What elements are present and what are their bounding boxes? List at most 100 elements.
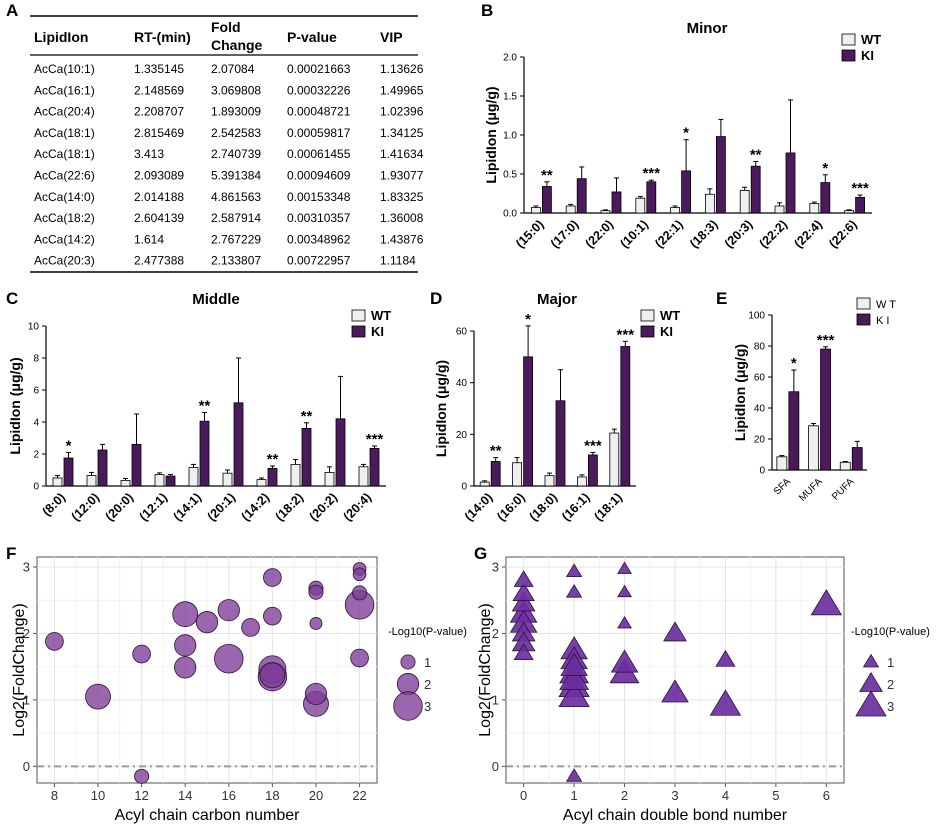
- significance-mark: ***: [366, 431, 384, 448]
- significance-mark: ***: [617, 326, 635, 343]
- y-tick-label: 4: [33, 418, 39, 429]
- table-cell: 2.208707: [134, 105, 184, 119]
- table-cell: 0.00094609: [287, 169, 351, 183]
- x-tick-label: 8: [51, 788, 58, 803]
- x-category-label: (18:1): [591, 490, 624, 523]
- y-tick-label: 100: [748, 311, 765, 322]
- bar-wt: [531, 207, 541, 214]
- triangle-point: [559, 664, 590, 690]
- y-tick-label: 40: [456, 378, 468, 389]
- y-tick-label: 3: [492, 559, 499, 574]
- y-tick-label: 0: [461, 482, 467, 493]
- bubble-point: [259, 662, 286, 689]
- y-tick-label: 1.0: [503, 131, 517, 142]
- y-tick-label: 1: [23, 692, 30, 707]
- panel-label-a: A: [6, 1, 18, 20]
- bubble-point: [172, 601, 199, 628]
- bar-wt: [290, 463, 301, 487]
- bar-wt: [544, 475, 555, 487]
- significance-mark: *: [791, 355, 797, 372]
- panel-label-d: D: [430, 289, 442, 308]
- bar-ki: [646, 181, 657, 214]
- y-tick-label: 2.0: [503, 53, 517, 64]
- bar-ki: [131, 443, 142, 487]
- x-tick-label: 2: [621, 788, 628, 803]
- significance-mark: **: [267, 451, 279, 468]
- x-axis-label: Acyl chain carbon number: [115, 807, 301, 824]
- x-category-label: (14:1): [171, 490, 204, 523]
- significance-mark: **: [301, 408, 313, 425]
- bar-wt: [188, 467, 199, 487]
- table-cell: 2.815469: [134, 126, 184, 140]
- chart-fatty-acid-class: 0 20 40 60 80 100 LipidIon (μg/g) * SFA *** MUFA PU…: [732, 297, 896, 504]
- bubble-point: [174, 656, 197, 679]
- x-tick-label: 12: [134, 788, 148, 803]
- bubble-point: [352, 567, 367, 582]
- x-category-label: (20:3): [722, 217, 755, 250]
- x-tick-label: 10: [91, 788, 105, 803]
- panel-label-e: E: [716, 289, 727, 308]
- legend-label-ki: KI: [660, 324, 673, 339]
- x-category-label: (14:2): [239, 490, 272, 523]
- bar-wt: [512, 462, 522, 487]
- bubble-point: [45, 632, 64, 651]
- x-category-label: (20:4): [341, 490, 374, 523]
- bar-ki: [750, 165, 761, 214]
- significance-mark: *: [525, 311, 531, 328]
- significance-mark: ***: [817, 332, 835, 349]
- bar-wt: [776, 456, 788, 471]
- table-cell: AcCa(14:0): [34, 190, 95, 204]
- x-category-label: (20:2): [307, 490, 340, 523]
- bar-wt: [565, 205, 576, 214]
- legend-label-wt: WT: [371, 308, 391, 323]
- y-axis-label: LipidIon (μg/g): [732, 344, 748, 441]
- triangle-point: [709, 689, 742, 716]
- x-tick-label: 20: [309, 788, 323, 803]
- bar-wt: [705, 193, 715, 214]
- bubble-point: [214, 644, 244, 674]
- x-category-label: MUFA: [797, 476, 825, 504]
- x-category-label: PUFA: [830, 476, 856, 502]
- table-cell: 0.00310357: [287, 211, 351, 225]
- bar-wt: [774, 205, 785, 214]
- legend-label-wt: W T: [876, 299, 896, 311]
- table-cell: 2.07084: [211, 62, 255, 76]
- bar-wt: [600, 210, 611, 214]
- y-tick-label: 0: [33, 482, 39, 493]
- table-cell: 1.49965: [380, 83, 424, 97]
- x-tick-label: 6: [823, 788, 830, 803]
- triangle-point: [617, 561, 632, 574]
- y-axis-label: LipidIon (μg/g): [483, 86, 499, 183]
- legend-size-label: 1: [887, 655, 894, 670]
- table-cell: 2.133807: [211, 254, 261, 268]
- legend-swatch-ki: [351, 325, 366, 338]
- table-cell: 0.00153348: [287, 190, 351, 204]
- bar-wt: [52, 477, 63, 487]
- legend-title: -Log10(P-value): [851, 626, 930, 638]
- bar-wt: [670, 207, 680, 214]
- bar-wt: [635, 197, 646, 214]
- legend-swatch-ki: [841, 49, 856, 62]
- bubble-point: [352, 585, 368, 601]
- bar-ki: [820, 348, 831, 471]
- table-cell: 1.335145: [134, 62, 184, 76]
- bar-ki: [233, 402, 244, 487]
- table-cell: 1.614: [134, 232, 164, 246]
- table-body: AcCa(10:1) 1.335145 2.07084 0.00021663 1.136…: [34, 62, 424, 268]
- table-header-fold-line1: Fold: [211, 19, 241, 35]
- bubble-point: [195, 611, 219, 634]
- bubble-point: [308, 584, 324, 600]
- x-category-label: SFA: [772, 476, 793, 497]
- table-cell: 5.391384: [211, 169, 261, 183]
- table-cell: 0.00722957: [287, 254, 351, 268]
- y-axis-label: LipidIon (μg/g): [7, 357, 23, 454]
- bar-wt: [222, 472, 233, 487]
- x-category-label: (16:1): [559, 490, 592, 523]
- bar-wt: [154, 474, 165, 487]
- y-tick-label: 0: [759, 466, 765, 477]
- bar-wt: [609, 432, 620, 487]
- table-cell: 2.740739: [211, 147, 261, 161]
- x-category-label: (18:3): [687, 217, 720, 250]
- triangle-point: [512, 582, 535, 601]
